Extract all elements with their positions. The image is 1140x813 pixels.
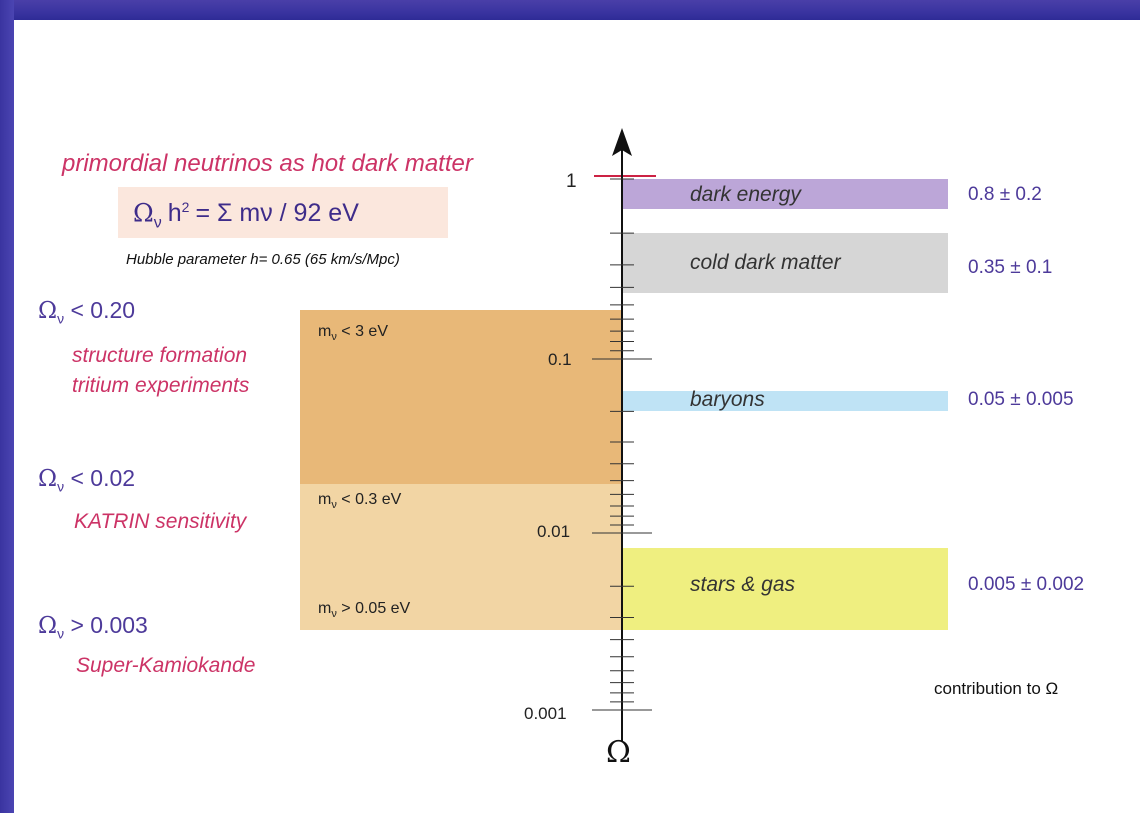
- tick-label-1: 1: [566, 171, 577, 192]
- band-dark-energy: [622, 179, 948, 209]
- tick-label-0.01: 0.01: [537, 522, 571, 541]
- slide-frame-top: [0, 0, 1140, 20]
- hdm-title: primordial neutrinos as hot dark matter: [62, 150, 473, 177]
- component-cold-dark-matter: cold dark matter: [690, 251, 841, 274]
- limit-3: Ων > 0.003: [38, 612, 148, 642]
- formula-box: [118, 187, 448, 238]
- formula-sub: ν: [153, 214, 162, 232]
- mass-label-3ev: mν < 3 eV: [318, 323, 388, 344]
- band-stars-gas: [622, 548, 948, 630]
- limit-2-source: KATRIN sensitivity: [74, 510, 247, 533]
- component-baryons: baryons: [690, 388, 765, 411]
- band-cold-dark-matter: [622, 233, 948, 293]
- band-baryons: [622, 391, 948, 411]
- axis-ticks: [592, 178, 652, 711]
- component-dark-energy: dark energy: [690, 183, 801, 206]
- limit-2: Ων < 0.02: [38, 465, 136, 495]
- value-dark-energy: 0.8 ± 0.2: [968, 184, 1042, 205]
- limit-1-source-2: tritium experiments: [72, 374, 250, 397]
- formula-sup: 2: [181, 199, 190, 215]
- formula-h: h: [167, 199, 182, 228]
- omega-axis-arrow: [612, 128, 632, 156]
- hubble-parameter: Hubble parameter h= 0.65 (65 km/s/Mpc): [126, 251, 400, 268]
- limit-3-source: Super-Kamiokande: [76, 654, 256, 677]
- value-stars-gas: 0.005 ± 0.002: [968, 574, 1085, 595]
- tick-label-0.1: 0.1: [548, 350, 572, 369]
- limit-1: Ων < 0.20: [38, 297, 136, 327]
- formula-rhs: = Σ mν / 92 eV: [195, 199, 359, 228]
- limit-1-source-1: structure formation: [72, 344, 248, 367]
- tick-label-0.001: 0.001: [524, 704, 567, 723]
- axis-caption: contribution to Ω: [934, 679, 1059, 698]
- component-stars-gas: stars & gas: [690, 573, 796, 596]
- formula: Ων h2 = Σ mν / 92 eV: [133, 200, 359, 231]
- mass-label-0.05ev: mν > 0.05 eV: [318, 600, 411, 621]
- value-baryons: 0.05 ± 0.005: [968, 389, 1074, 410]
- formula-omega: Ω: [133, 198, 154, 228]
- value-cold-dark-matter: 0.35 ± 0.1: [968, 257, 1053, 278]
- slide-frame-left: [0, 0, 14, 813]
- mass-label-0.3ev: mν < 0.3 eV: [318, 491, 402, 512]
- omega-axis-symbol: Ω: [606, 735, 631, 770]
- mass-band-0.3ev: [300, 484, 622, 630]
- mass-band-3ev: [300, 310, 622, 484]
